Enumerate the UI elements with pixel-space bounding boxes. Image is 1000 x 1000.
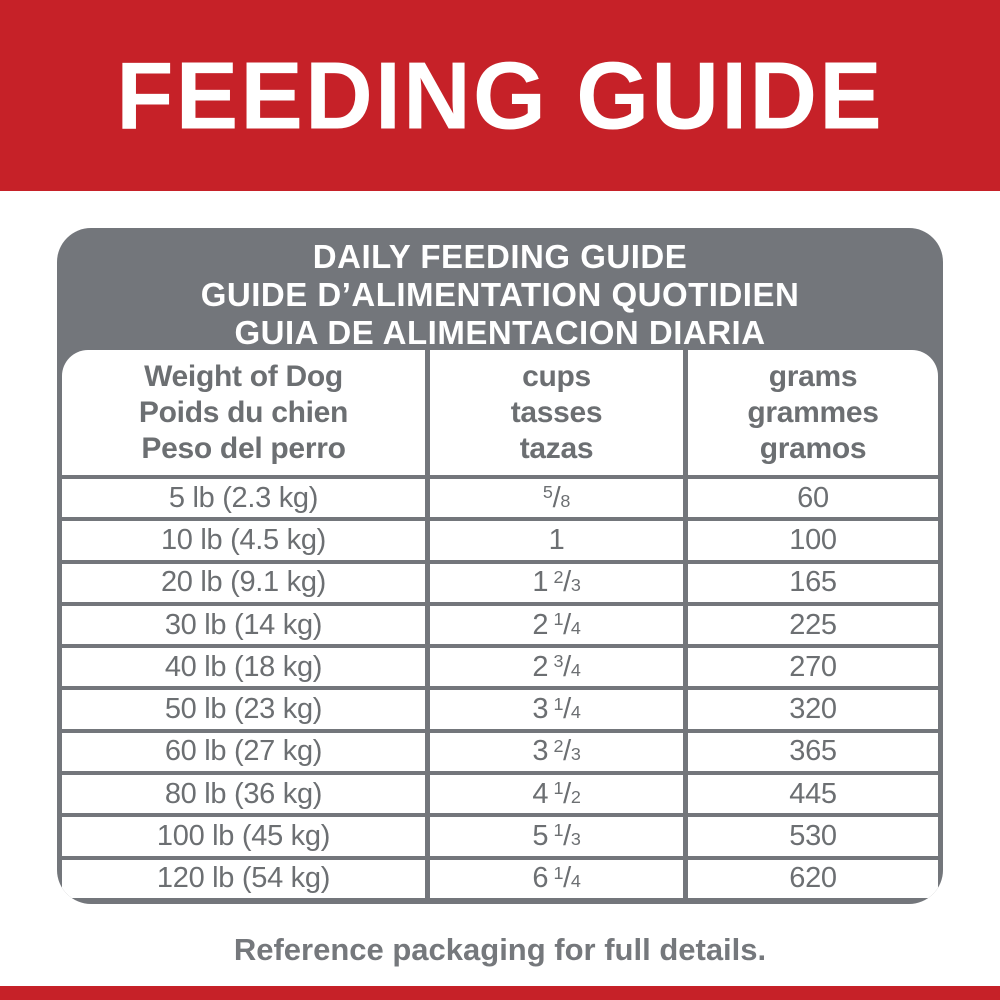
- grams-cell: 60: [688, 479, 938, 518]
- column-header-grams-fr: grammes: [747, 395, 879, 429]
- weight-cell: 120 lb (54 kg): [62, 859, 425, 898]
- feeding-guide-banner: FEEDING GUIDE: [0, 0, 1000, 191]
- card-title-line-es: GUIA DE ALIMENTACION DIARIA: [234, 314, 766, 351]
- banner-title: FEEDING GUIDE: [116, 41, 884, 149]
- cups-cell: 3 1/4: [430, 690, 683, 729]
- card-title-line-en: DAILY FEEDING GUIDE: [312, 238, 688, 275]
- weight-cell: 60 lb (27 kg): [62, 732, 425, 772]
- weight-cell: 5 lb (2.3 kg): [62, 479, 425, 518]
- cups-cell: 2 3/4: [430, 648, 683, 687]
- feeding-table: Weight of Dog Poids du chien Peso del pe…: [62, 350, 938, 898]
- footer-note: Reference packaging for full details.: [233, 932, 767, 967]
- cups-cell: 6 1/4: [430, 859, 683, 898]
- weight-cell: 30 lb (14 kg): [62, 605, 425, 645]
- grams-cell: 165: [688, 563, 938, 602]
- card-title: DAILY FEEDING GUIDE GUIDE D’ALIMENTATION…: [57, 228, 943, 353]
- column-header-cups-fr: tasses: [510, 395, 603, 429]
- grams-cell: 530: [688, 817, 938, 856]
- cups-cell: 5/8: [430, 479, 683, 518]
- column-header-weight-es: Peso del perro: [141, 431, 346, 465]
- column-header-weight-en: Weight of Dog: [144, 359, 343, 393]
- grams-cell: 320: [688, 690, 938, 729]
- grams-cell: 225: [688, 605, 938, 645]
- grams-cell: 445: [688, 775, 938, 814]
- cups-cell: 1: [430, 521, 683, 560]
- cups-cell: 2 1/4: [430, 605, 683, 645]
- cups-cell: 1 2/3: [430, 563, 683, 602]
- daily-feeding-guide-card: DAILY FEEDING GUIDE GUIDE D’ALIMENTATION…: [57, 228, 943, 904]
- bottom-red-strip: [0, 986, 1000, 1000]
- weight-cell: 20 lb (9.1 kg): [62, 563, 425, 602]
- weight-cell: 50 lb (23 kg): [62, 690, 425, 729]
- cups-cell: 3 2/3: [430, 732, 683, 772]
- weight-cell: 10 lb (4.5 kg): [62, 521, 425, 560]
- column-header-cups: cups tasses tazas: [430, 350, 683, 475]
- grams-cell: 620: [688, 859, 938, 898]
- weight-cell: 100 lb (45 kg): [62, 817, 425, 856]
- cups-cell: 5 1/3: [430, 817, 683, 856]
- column-header-weight-fr: Poids du chien: [138, 395, 349, 429]
- weight-cell: 80 lb (36 kg): [62, 775, 425, 814]
- column-header-cups-en: cups: [522, 359, 591, 393]
- grams-cell: 100: [688, 521, 938, 560]
- column-header-grams-es: gramos: [759, 431, 867, 465]
- column-header-cups-es: tazas: [519, 431, 594, 465]
- column-header-grams-en: grams: [768, 359, 858, 393]
- weight-cell: 40 lb (18 kg): [62, 648, 425, 687]
- card-title-line-fr: GUIDE D’ALIMENTATION QUOTIDIEN: [200, 276, 800, 313]
- column-header-weight: Weight of Dog Poids du chien Peso del pe…: [62, 350, 425, 475]
- grams-cell: 365: [688, 732, 938, 772]
- column-header-grams: grams grammes gramos: [688, 350, 938, 475]
- grams-cell: 270: [688, 648, 938, 687]
- cups-cell: 4 1/2: [430, 775, 683, 814]
